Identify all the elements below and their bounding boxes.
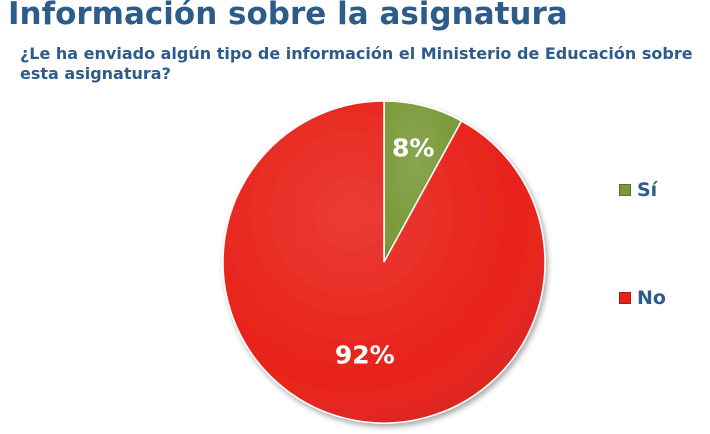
- legend-label: No: [637, 287, 666, 309]
- page-title: Información sobre la asignatura: [8, 0, 568, 32]
- survey-question: ¿Le ha enviado algún tipo de información…: [20, 44, 693, 83]
- pie-slice-no: [222, 100, 546, 424]
- legend-swatch: [619, 184, 631, 196]
- data-label-si: 8%: [392, 134, 434, 163]
- legend-swatch: [619, 292, 631, 304]
- legend-item-no: No: [619, 286, 666, 310]
- legend-label: Sí: [637, 179, 658, 201]
- legend-item-si: Sí: [619, 178, 657, 202]
- data-label-no: 92%: [335, 340, 395, 369]
